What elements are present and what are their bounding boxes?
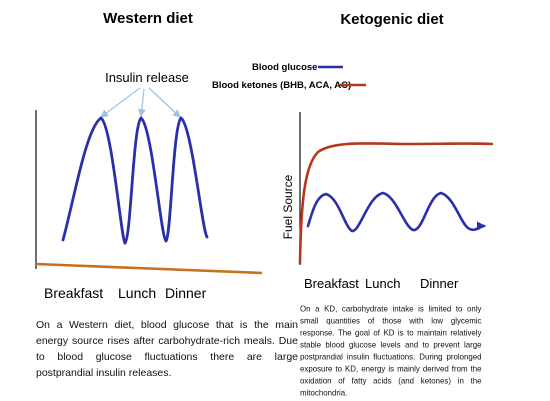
western-diet-caption: On a Western diet, blood glucose that is…	[36, 319, 298, 379]
insulin-release-label: Insulin release	[105, 70, 189, 85]
western-diet-title: Western diet	[103, 10, 193, 27]
western-glucose-curve	[61, 116, 209, 246]
western-ketone-line	[35, 262, 263, 275]
insulin-release-arrows	[100, 87, 181, 118]
keto-meal-lunch: Lunch	[365, 276, 400, 291]
keto-meal-breakfast: Breakfast	[304, 276, 359, 291]
keto-meal-dinner: Dinner	[420, 276, 459, 291]
arrow-to-lunch-peak	[137, 88, 146, 117]
ketogenic-diet-caption: On a KD, carbohydrate intake is limited …	[300, 304, 482, 398]
ketogenic-diet-panel: Ketogenic diet Blood glucose Blood keton…	[212, 11, 494, 291]
keto-y-axis-label: Fuel Source	[281, 174, 295, 239]
arrow-to-dinner-peak	[148, 87, 181, 118]
western-diet-panel: Western diet Insulin release Breakfast L…	[35, 10, 263, 301]
western-meal-breakfast: Breakfast	[44, 285, 103, 301]
keto-ketone-curve	[298, 142, 494, 265]
legend-blood-ketones-label: Blood ketones (BHB, ACA, AC)	[212, 80, 351, 91]
keto-glucose-curve	[306, 191, 486, 233]
legend-blood-glucose-label: Blood glucose	[252, 62, 317, 73]
keto-legend: Blood glucose Blood ketones (BHB, ACA, A…	[212, 62, 366, 91]
western-meal-lunch: Lunch	[118, 285, 156, 301]
ketogenic-diet-title: Ketogenic diet	[340, 11, 443, 28]
western-meal-dinner: Dinner	[165, 285, 207, 301]
arrow-to-breakfast-peak	[100, 87, 141, 118]
